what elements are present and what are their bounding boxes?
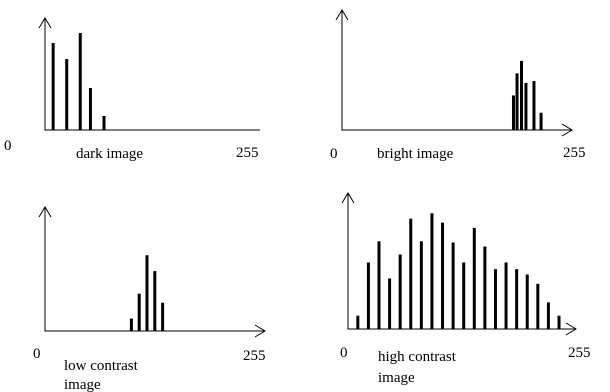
panel-1-axes <box>44 18 260 131</box>
panel-3-bars <box>129 255 165 331</box>
panel-2-x-min-label: 0 <box>330 146 338 162</box>
panel-3-axes <box>44 207 265 332</box>
histogram-panel-high-contrast: 0 high contrast image 255 <box>340 192 591 386</box>
histogram-panel-bright: 0 bright image 255 <box>330 9 586 162</box>
panel-2-x-max-label: 255 <box>563 145 586 161</box>
panel-2-axes <box>341 10 572 131</box>
panel-2-x-arrow-icon <box>561 123 573 137</box>
panel-4-x-min-label: 0 <box>340 345 348 361</box>
panel-4-y-arrow-icon <box>341 192 355 204</box>
panel-3-y-arrow-icon <box>38 206 52 218</box>
panel-2-bars <box>511 60 543 130</box>
panel-3-title-line-2: image <box>64 377 101 392</box>
panel-2-title: bright image <box>377 146 454 162</box>
panel-1-bars <box>51 33 106 130</box>
panel-1-title: dark image <box>76 146 143 162</box>
panel-4-bars <box>356 213 561 329</box>
panel-3-title-line-1: low contrast <box>64 358 139 374</box>
panel-4-x-arrow-icon <box>565 322 577 336</box>
panel-4-title-line-1: high contrast <box>378 349 457 365</box>
panel-4-x-max-label: 255 <box>568 345 591 361</box>
panel-1-y-arrow-icon <box>38 17 52 29</box>
panel-1-x-max-label: 255 <box>236 145 259 161</box>
panel-4-title-line-2: image <box>378 370 415 386</box>
panel-3-x-arrow-icon <box>254 324 266 338</box>
panel-4-axes <box>347 193 576 330</box>
histogram-panel-dark: 0 dark image 255 <box>4 17 260 162</box>
panel-2-y-arrow-icon <box>335 9 349 21</box>
panel-1-x-min-label: 0 <box>4 138 12 154</box>
panel-3-x-max-label: 255 <box>243 348 266 364</box>
panel-3-x-min-label: 0 <box>33 346 41 362</box>
histogram-panel-low-contrast: 0 low contrast image 255 <box>33 206 266 392</box>
